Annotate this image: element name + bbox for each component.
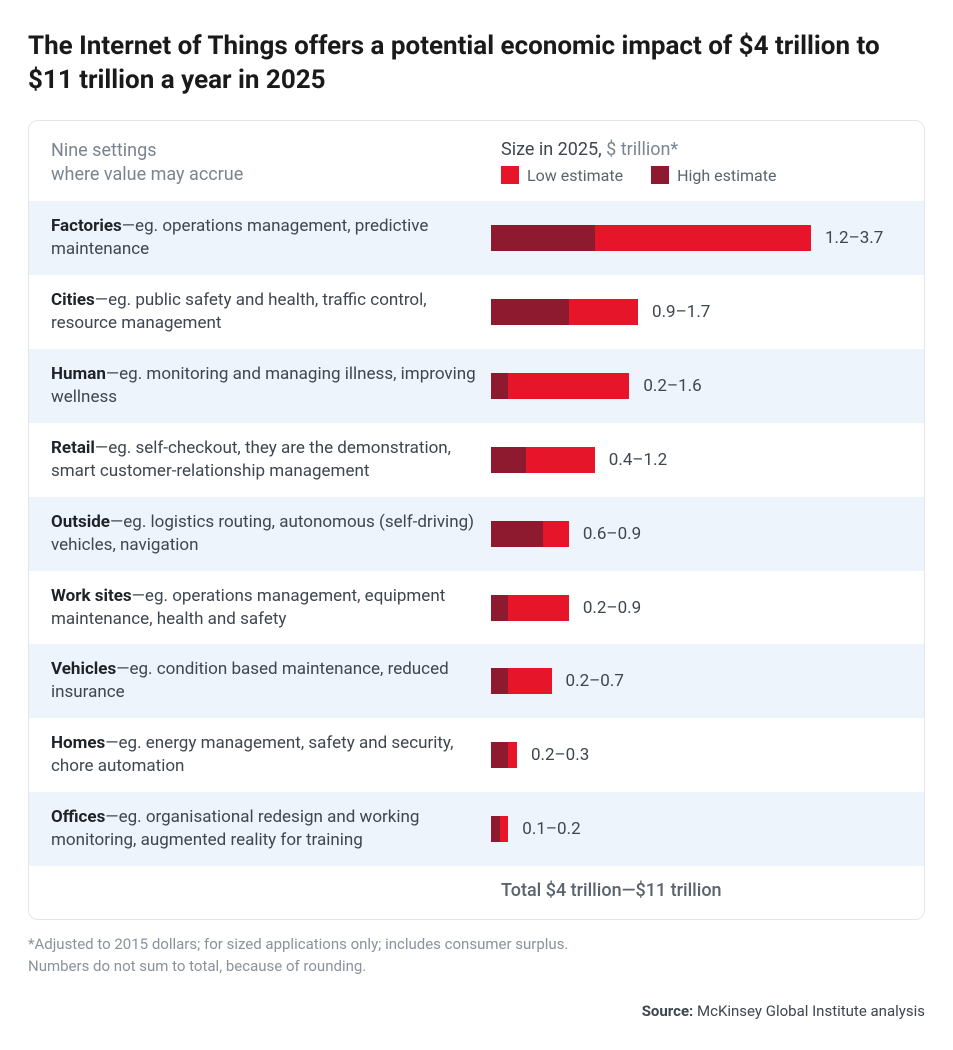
row-name: Factories — [51, 216, 122, 236]
row-value-label: 0.6–0.9 — [583, 524, 641, 544]
legend-high: High estimate — [651, 166, 776, 185]
bar-low — [491, 595, 508, 621]
chart-row: Work sites—eg. operations management, eq… — [29, 571, 924, 645]
settings-heading-line2: where value may accrue — [51, 163, 491, 187]
chart-row: Vehicles—eg. condition based maintenance… — [29, 644, 924, 718]
row-label: Homes—eg. energy management, safety and … — [51, 732, 491, 778]
bar-low — [491, 225, 595, 251]
settings-heading-line1: Nine settings — [51, 139, 491, 163]
row-name: Cities — [51, 290, 95, 310]
row-label: Cities—eg. public safety and health, tra… — [51, 289, 491, 335]
row-value-label: 0.1–0.2 — [522, 819, 580, 839]
row-bar-area: 0.1–0.2 — [491, 816, 902, 842]
chart-row: Human—eg. monitoring and managing illnes… — [29, 349, 924, 423]
legend-low-swatch — [501, 166, 519, 184]
row-name: Human — [51, 364, 106, 384]
source-text: McKinsey Global Institute analysis — [697, 1002, 925, 1020]
row-bar-area: 0.4–1.2 — [491, 447, 902, 473]
chart-row: Offices—eg. organisational redesign and … — [29, 792, 924, 866]
chart-title-unit: $ trillion* — [602, 139, 679, 160]
bar-wrap — [491, 521, 569, 547]
source-line: Source: McKinsey Global Institute analys… — [28, 1002, 925, 1020]
chart-title: Size in 2025, $ trillion* — [501, 139, 902, 160]
chart-rows: Factories—eg. operations management, pre… — [29, 201, 924, 866]
row-value-label: 0.2–0.9 — [583, 598, 641, 618]
row-desc: —eg. monitoring and managing illness, im… — [51, 364, 476, 407]
bar-wrap — [491, 816, 508, 842]
row-label: Offices—eg. organisational redesign and … — [51, 806, 491, 852]
chart-row: Cities—eg. public safety and health, tra… — [29, 275, 924, 349]
legend-high-label: High estimate — [677, 166, 776, 185]
row-desc: —eg. energy management, safety and secur… — [51, 733, 453, 776]
bar-low — [491, 668, 508, 694]
legend-low: Low estimate — [501, 166, 623, 185]
row-name: Offices — [51, 807, 105, 827]
row-bar-area: 1.2–3.7 — [491, 225, 902, 251]
row-bar-area: 0.2–0.9 — [491, 595, 902, 621]
row-label: Retail—eg. self-checkout, they are the d… — [51, 437, 491, 483]
row-name: Retail — [51, 438, 95, 458]
chart-title-prefix: Size in 2025, — [501, 139, 602, 160]
row-desc: —eg. logistics routing, autonomous (self… — [51, 512, 474, 555]
row-label: Work sites—eg. operations management, eq… — [51, 585, 491, 631]
footnote: *Adjusted to 2015 dollars; for sized app… — [28, 934, 925, 978]
settings-heading: Nine settings where value may accrue — [51, 139, 491, 188]
row-desc: —eg. self-checkout, they are the demonst… — [51, 438, 451, 481]
source-prefix: Source: — [642, 1002, 697, 1020]
bar-low — [491, 299, 569, 325]
row-bar-area: 0.6–0.9 — [491, 521, 902, 547]
chart-row: Outside—eg. logistics routing, autonomou… — [29, 497, 924, 571]
row-value-label: 0.2–0.3 — [531, 745, 589, 765]
row-name: Work sites — [51, 586, 132, 606]
row-value-label: 0.2–0.7 — [566, 671, 624, 691]
footnote-line1: *Adjusted to 2015 dollars; for sized app… — [28, 934, 925, 956]
row-bar-area: 0.2–1.6 — [491, 373, 902, 399]
row-value-label: 0.2–1.6 — [643, 376, 701, 396]
row-value-label: 1.2–3.7 — [825, 228, 883, 248]
total-label: Total $4 trillion—$11 trillion — [501, 880, 722, 901]
row-name: Outside — [51, 512, 110, 532]
bar-wrap — [491, 373, 629, 399]
chart-legend: Low estimate High estimate — [501, 166, 902, 185]
row-name: Homes — [51, 733, 105, 753]
chart-card: Nine settings where value may accrue Siz… — [28, 120, 925, 920]
bar-wrap — [491, 668, 552, 694]
bar-low — [491, 742, 508, 768]
bar-low — [491, 521, 543, 547]
row-desc: —eg. public safety and health, traffic c… — [51, 290, 427, 333]
bar-low — [491, 373, 508, 399]
row-label: Factories—eg. operations management, pre… — [51, 215, 491, 261]
total-row: Total $4 trillion—$11 trillion — [29, 866, 924, 919]
row-bar-area: 0.2–0.3 — [491, 742, 902, 768]
bar-wrap — [491, 447, 595, 473]
row-name: Vehicles — [51, 659, 116, 679]
row-label: Human—eg. monitoring and managing illnes… — [51, 363, 491, 409]
bar-low — [491, 447, 526, 473]
chart-row: Retail—eg. self-checkout, they are the d… — [29, 423, 924, 497]
bar-wrap — [491, 595, 569, 621]
legend-high-swatch — [651, 166, 669, 184]
footnote-line2: Numbers do not sum to total, because of … — [28, 956, 925, 978]
bar-high — [491, 373, 629, 399]
bar-wrap — [491, 299, 638, 325]
row-bar-area: 0.2–0.7 — [491, 668, 902, 694]
bar-wrap — [491, 742, 517, 768]
page-title: The Internet of Things offers a potentia… — [28, 30, 925, 98]
row-bar-area: 0.9–1.7 — [491, 299, 902, 325]
chart-row: Factories—eg. operations management, pre… — [29, 201, 924, 275]
legend-low-label: Low estimate — [527, 166, 623, 185]
row-value-label: 0.9–1.7 — [652, 302, 710, 322]
chart-heading: Size in 2025, $ trillion* Low estimate H… — [491, 139, 902, 188]
chart-row: Homes—eg. energy management, safety and … — [29, 718, 924, 792]
row-desc: —eg. organisational redesign and working… — [51, 807, 419, 850]
row-label: Vehicles—eg. condition based maintenance… — [51, 658, 491, 704]
row-label: Outside—eg. logistics routing, autonomou… — [51, 511, 491, 557]
bar-wrap — [491, 225, 811, 251]
row-value-label: 0.4–1.2 — [609, 450, 667, 470]
bar-low — [491, 816, 500, 842]
chart-header: Nine settings where value may accrue Siz… — [29, 121, 924, 202]
